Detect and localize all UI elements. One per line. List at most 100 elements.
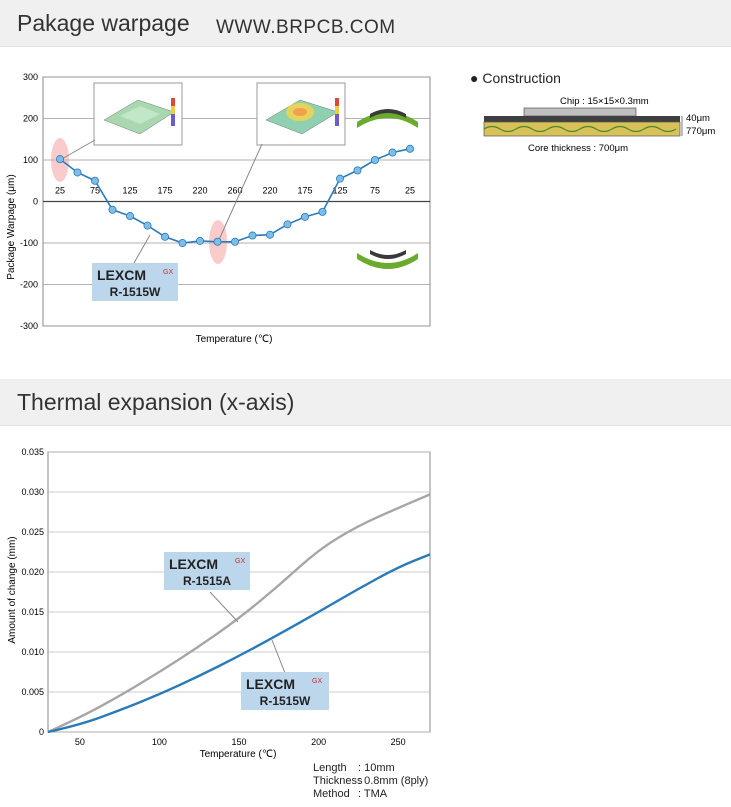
note-thickness-value: : 0.8mm (8ply) — [358, 775, 429, 787]
core-thickness-label: Core thickness : 700μm — [528, 143, 628, 154]
warpage-data-point — [178, 238, 187, 247]
warpage-data-point — [56, 155, 65, 164]
warpage-data-point — [300, 212, 309, 221]
section-title-thermal: Thermal expansion (x-axis) — [17, 389, 295, 415]
thermal-y-tick: 0 — [39, 727, 44, 737]
thermal-series-r-1515a — [47, 493, 431, 734]
thermal-y-tick: 0.035 — [21, 447, 44, 457]
r1515w-thermal-label: LEXCM GX R-1515W — [241, 672, 329, 710]
warpage-y-tick: 0 — [33, 197, 38, 207]
warpage-y-tick: -200 — [20, 280, 38, 290]
warpage-y-tick: -100 — [20, 238, 38, 248]
thumbnail-2-leader — [217, 143, 263, 243]
section-header-thermal: Thermal expansion (x-axis) — [0, 379, 731, 426]
warpage-x-tick: 25 — [55, 186, 65, 196]
warpage-y-tick: 200 — [23, 114, 38, 124]
warpage-y-axis-label: Package Warpage (μm) — [6, 174, 17, 279]
section-title-warpage: Pakage warpage — [17, 10, 190, 36]
warpage-data-point — [353, 166, 362, 175]
warpage-thumbnail-1 — [93, 82, 183, 146]
lexcm-logo: LEXCM — [169, 556, 218, 572]
thermal-x-tick: 150 — [231, 737, 246, 747]
product-name: R-1515W — [260, 694, 311, 708]
warpage-x-tick: 25 — [405, 186, 415, 196]
warpage-data-point — [335, 174, 344, 183]
warpage-x-tick: 125 — [332, 186, 347, 196]
thermal-x-tick: 100 — [152, 737, 167, 747]
r1515w-label: LEXCM GX R-1515W — [92, 263, 178, 301]
site-url: WWW.BRPCB.COM — [216, 17, 396, 38]
warp-up-icon — [357, 109, 418, 128]
warpage-chart: 300 200 100 0 -100 -200 -300 25 75 125 175 220 260 2… — [6, 72, 431, 345]
thermal-y-tick: 0.005 — [21, 687, 44, 697]
thermal-y-tick: 0.015 — [21, 607, 44, 617]
construction-title-text: Construction — [482, 70, 561, 86]
warpage-data-point — [318, 207, 327, 216]
thermal-y-axis-label: Amount of change (mm) — [7, 536, 18, 643]
r1515a-label: LEXCM GX R-1515A — [164, 552, 250, 590]
r1515w-thermal-leader — [271, 639, 286, 674]
thermal-plot-area — [47, 451, 431, 733]
test-conditions: Length : 10mm Thickness: 0.8mm (8ply) Met… — [313, 762, 428, 801]
warpage-data-point — [388, 148, 397, 157]
warpage-data-point — [230, 237, 239, 246]
thermal-x-tick: 250 — [391, 737, 406, 747]
warpage-y-tick: 300 — [23, 72, 38, 82]
r1515a-leader — [209, 591, 239, 623]
thermal-y-tick: 0.025 — [21, 527, 44, 537]
thermal-x-axis-label: Temperature (℃) — [200, 749, 277, 760]
construction-title: ● Construction — [470, 70, 561, 86]
warpage-data-point — [143, 221, 152, 230]
thermal-y-tick: 0.030 — [21, 487, 44, 497]
product-name: R-1515A — [183, 574, 231, 588]
gx-superscript: GX — [163, 269, 173, 276]
note-method-label: Method — [313, 788, 350, 800]
warpage-data-point — [265, 230, 274, 239]
dim-40: 40μm — [686, 113, 710, 124]
note-method-value: : TMA — [358, 788, 388, 800]
gx-superscript: GX — [235, 558, 245, 565]
warpage-data-point — [91, 176, 100, 185]
warpage-data-point — [73, 168, 82, 177]
warpage-thumbnail-2 — [256, 82, 346, 146]
warpage-x-tick: 175 — [297, 186, 312, 196]
thermal-y-tick: 0.010 — [21, 647, 44, 657]
warpage-data-point — [126, 212, 135, 221]
chip-label: Chip : 15×15×0.3mm — [560, 96, 649, 107]
core-board — [483, 121, 681, 137]
note-length-label: Length — [313, 762, 347, 774]
thermal-x-tick: 200 — [311, 737, 326, 747]
section-header-warpage: Pakage warpage WWW.BRPCB.COM — [0, 0, 731, 47]
warpage-data-point — [160, 232, 169, 241]
dim-770: 770μm — [686, 126, 715, 137]
note-thickness: Thickness: 0.8mm (8ply) — [313, 775, 428, 788]
note-thickness-label: Thickness — [313, 775, 363, 787]
thermal-expansion-chart: 0 0.005 0.010 0.015 0.020 0.025 0.030 0.035 50 10… — [7, 447, 431, 760]
warpage-y-tick: 100 — [23, 155, 38, 165]
warpage-x-tick: 220 — [262, 186, 277, 196]
thermal-y-tick: 0.020 — [21, 567, 44, 577]
warpage-data-point — [195, 236, 204, 245]
warpage-data-point — [405, 144, 414, 153]
gx-superscript: GX — [312, 678, 322, 685]
warpage-x-tick: 75 — [90, 186, 100, 196]
warpage-data-point — [213, 237, 222, 246]
construction-svg: Chip : 15×15×0.3mm 40μm 770μm Core thick… — [483, 96, 715, 154]
warpage-data-point — [248, 231, 257, 240]
warpage-data-point — [370, 156, 379, 165]
warpage-data-point — [283, 220, 292, 229]
warp-down-icon — [357, 250, 418, 269]
warpage-x-axis-label: Temperature (℃) — [196, 334, 273, 345]
warpage-x-tick: 75 — [370, 186, 380, 196]
note-length: Length : 10mm — [313, 762, 428, 775]
thermal-series-r-1515w — [47, 553, 431, 734]
note-length-value: : 10mm — [358, 762, 395, 774]
construction-diagram: ● Construction Chip : 15×15×0.3mm 40μm 7… — [470, 70, 720, 160]
chip-shape — [523, 107, 637, 117]
warpage-y-tick: -300 — [20, 321, 38, 331]
lexcm-logo: LEXCM — [97, 267, 146, 283]
warpage-x-tick: 220 — [192, 186, 207, 196]
warpage-x-tick: 260 — [227, 186, 242, 196]
solder-layer — [484, 116, 680, 122]
product-name: R-1515W — [110, 285, 161, 299]
